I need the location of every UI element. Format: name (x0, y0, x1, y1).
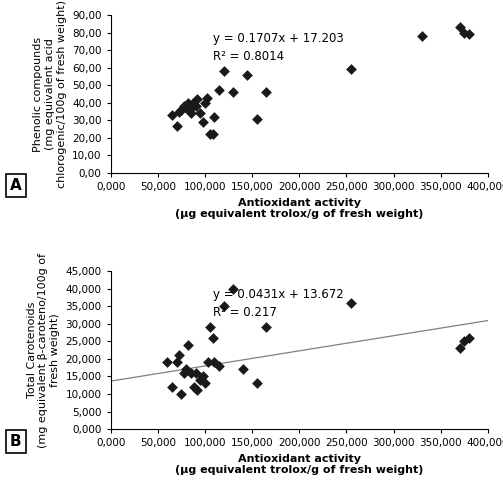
Point (465, 334, 473, 342)
Point (456, 344, 464, 352)
Point (201, 379, 209, 387)
Point (220, 302, 228, 310)
Point (208, 130, 216, 138)
Point (206, 323, 214, 331)
Point (243, 71, 252, 79)
Point (208, 334, 216, 342)
Point (192, 369, 200, 377)
Point (178, 390, 186, 398)
Y-axis label: Total Carotenoids
(mg equivalent β-caroteno/100g of
fresh weight): Total Carotenoids (mg equivalent β-carot… (27, 252, 60, 448)
Point (182, 365, 190, 373)
Point (168, 111, 176, 119)
Point (187, 104, 195, 112)
Text: B: B (10, 434, 22, 449)
Point (178, 106, 186, 114)
Point (460, 337, 468, 345)
Point (203, 93, 211, 101)
Text: y = 0.1707x + 17.203: y = 0.1707x + 17.203 (212, 32, 343, 45)
Point (175, 108, 183, 116)
Point (190, 383, 198, 391)
Point (192, 102, 200, 110)
Point (184, 99, 192, 107)
Point (210, 113, 218, 121)
Point (229, 88, 237, 96)
Point (418, 32, 426, 40)
Text: A: A (10, 178, 22, 193)
Point (215, 362, 223, 370)
Point (456, 23, 464, 31)
Point (253, 379, 261, 387)
Point (201, 99, 209, 107)
Point (220, 67, 228, 75)
Point (180, 369, 188, 377)
Point (210, 358, 218, 366)
Point (347, 299, 355, 307)
Point (229, 284, 237, 292)
Y-axis label: Phenolic compounds
(mg equivalent acid
chlorogenic/100g of fresh weight): Phenolic compounds (mg equivalent acid c… (33, 0, 66, 188)
Point (253, 115, 261, 123)
Text: R² = 0.8014: R² = 0.8014 (212, 50, 284, 63)
Point (182, 104, 190, 112)
Point (199, 372, 207, 380)
Point (196, 109, 204, 117)
Point (187, 109, 195, 117)
Text: y = 0.0431x + 13.672: y = 0.0431x + 13.672 (212, 288, 343, 301)
Point (204, 358, 212, 366)
Point (173, 122, 181, 130)
Point (238, 365, 246, 373)
Point (163, 358, 171, 366)
Point (465, 30, 473, 38)
Point (262, 88, 270, 96)
Point (206, 130, 214, 138)
Point (196, 376, 204, 384)
Point (189, 99, 197, 107)
Point (193, 95, 201, 103)
Text: R² = 0.217: R² = 0.217 (212, 306, 276, 319)
Point (262, 323, 270, 331)
Point (460, 28, 468, 36)
X-axis label: Antioxidant activity
(μg equivalent trolox/g of fresh weight): Antioxidant activity (μg equivalent trol… (175, 198, 424, 219)
Point (175, 351, 183, 359)
Point (168, 383, 176, 391)
X-axis label: Antioxidant activity
(μg equivalent trolox/g of fresh weight): Antioxidant activity (μg equivalent trol… (175, 454, 424, 476)
Point (184, 341, 192, 349)
Point (173, 358, 181, 366)
Point (187, 369, 195, 377)
Point (347, 65, 355, 73)
Point (180, 102, 188, 110)
Point (193, 387, 201, 395)
Point (215, 86, 223, 94)
Point (199, 118, 207, 126)
